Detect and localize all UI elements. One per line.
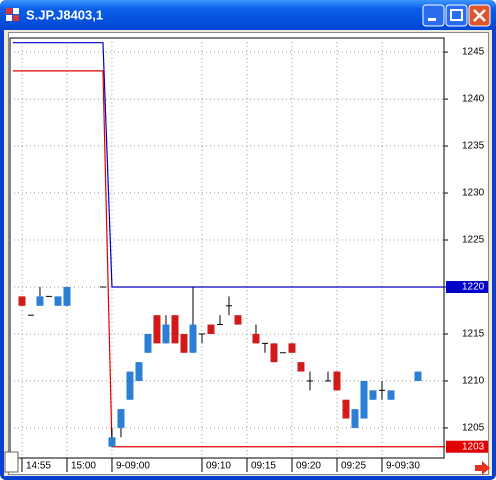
maximize-button[interactable] [445, 4, 468, 27]
candle-body [234, 315, 242, 325]
candle-body [117, 409, 125, 428]
candle-body [126, 371, 134, 400]
price-tag-label: 1220 [462, 282, 485, 293]
x-tick-label: 09:25 [341, 461, 366, 472]
candle-body [180, 333, 188, 353]
window-title: S.JP.J8403,1 [26, 7, 103, 22]
candle-body [63, 286, 71, 306]
price-tag [446, 440, 488, 453]
x-tick-label: 09:15 [251, 461, 276, 472]
x-tick-label: 9-09:30 [386, 461, 420, 472]
candle-body [351, 409, 359, 428]
candle-body [153, 315, 161, 344]
y-tick-label: 1225 [462, 235, 485, 246]
scroll-arrow[interactable] [475, 461, 490, 475]
candle-body [135, 362, 143, 381]
candle-body [162, 324, 170, 344]
x-tick-label: 9-09:00 [116, 461, 150, 472]
y-tick-label: 1235 [462, 141, 485, 152]
candle-body [189, 324, 197, 353]
minimize-button[interactable] [422, 4, 445, 27]
title-bar [0, 0, 496, 30]
candle-body [297, 362, 305, 372]
candle-body [252, 333, 260, 344]
candle-body [108, 437, 116, 447]
candle-body [270, 343, 278, 363]
candle-body [387, 390, 395, 400]
candle-body [144, 333, 152, 353]
x-tick-label: 09:10 [206, 461, 231, 472]
candle-body [36, 296, 44, 306]
price-tag-label: 1203 [462, 441, 485, 452]
plot-frame [9, 37, 445, 459]
close-button[interactable] [468, 4, 491, 27]
x-tick-label: 14:55 [26, 461, 51, 472]
x-tick-label: 15:00 [71, 461, 96, 472]
candle-body [333, 371, 341, 391]
chart-area [8, 32, 489, 475]
x-tick-label: 09:20 [296, 461, 321, 472]
candle-body [171, 315, 179, 344]
price-line [12, 42, 445, 288]
price-tag [446, 280, 488, 293]
price-line [12, 70, 445, 448]
y-tick-label: 1210 [462, 376, 485, 387]
y-tick-label: 1240 [462, 94, 485, 105]
corner-box[interactable] [4, 451, 19, 473]
candle-body [414, 371, 422, 381]
y-tick-label: 1215 [462, 329, 485, 340]
candle-body [207, 324, 215, 334]
candle-body [54, 296, 62, 306]
app-icon [6, 8, 19, 21]
y-tick-label: 1245 [462, 47, 485, 58]
candle-body [18, 296, 26, 306]
y-tick-label: 1205 [462, 423, 485, 434]
candle-body [360, 380, 368, 419]
candle-body [288, 343, 296, 353]
y-tick-label: 1230 [462, 188, 485, 199]
candle-body [369, 390, 377, 400]
candle-body [342, 399, 350, 419]
